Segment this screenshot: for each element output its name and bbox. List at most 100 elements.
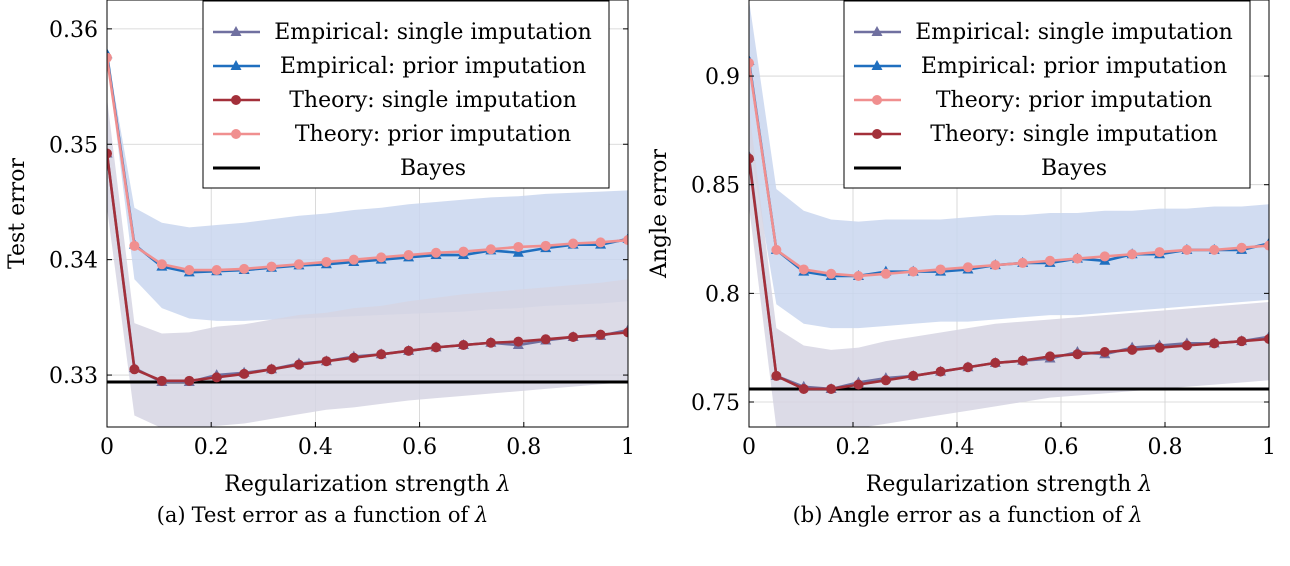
series-2-marker-18	[595, 329, 606, 340]
legend-item-3: Theory: single imputation	[854, 122, 1218, 147]
series-3-marker-18	[595, 237, 606, 248]
x-tick-label-4: 0.8	[1148, 435, 1183, 460]
legend-item-1: Empirical: prior imputation	[213, 54, 586, 79]
series-3-marker-13	[1099, 347, 1110, 358]
caption-a: (a) Test error as a function of λ	[0, 503, 645, 527]
series-2-marker-8	[321, 356, 332, 367]
y-tick-label-3: 0.36	[49, 18, 98, 43]
series-3-marker-7	[935, 366, 946, 377]
chart-panel-angle-error: 0 0.2 0.4 0.6 0.8 1 0.75 0.8 0.85 0.9 Regularizati…	[645, 0, 1290, 504]
series-2-marker-0	[107, 148, 112, 159]
series-2-marker-8	[962, 262, 973, 273]
series-2-marker-12	[431, 342, 442, 353]
series-3-marker-12	[431, 247, 442, 258]
x-axis-label: Regularization strength λ	[224, 472, 510, 497]
series-3-marker-5	[880, 375, 891, 386]
series-3-marker-11	[403, 250, 414, 261]
x-tick-label-5: 1	[1262, 435, 1276, 460]
series-3-marker-0	[749, 153, 754, 164]
series-2-marker-16	[1181, 244, 1192, 255]
series-2-marker-2	[156, 375, 167, 386]
angle-error-chart: 0 0.2 0.4 0.6 0.8 1 0.75 0.8 0.85 0.9 Regularizati…	[647, 0, 1276, 497]
legend-label-2: Theory: prior imputation	[936, 88, 1212, 113]
series-3-marker-2	[156, 259, 167, 270]
series-3-marker-7	[293, 259, 304, 270]
legend-label-1: Empirical: prior imputation	[921, 54, 1227, 79]
series-2-marker-16	[540, 334, 551, 345]
plot-frame	[748, 0, 1270, 428]
series-3-marker-4	[211, 265, 222, 276]
y-tick-label-2: 0.35	[49, 133, 98, 158]
series-2-marker-14	[1127, 249, 1138, 260]
series-3-marker-15	[513, 241, 524, 252]
series-3-marker-13	[458, 246, 469, 257]
series-3-marker-17	[568, 238, 579, 249]
series-2-marker-1	[129, 364, 140, 375]
legend-swatch-marker-1	[230, 60, 242, 70]
series-3-marker-1	[129, 240, 140, 251]
series-3-marker-19	[623, 235, 628, 246]
series-3-marker-6	[266, 261, 277, 272]
series-3-marker-14	[485, 244, 496, 255]
series-2-marker-13	[1099, 251, 1110, 262]
x-axis-label-symbol: λ	[496, 472, 511, 497]
legend-label-4: Bayes	[400, 156, 466, 181]
chart-panel-test-error: 0 0.2 0.4 0.6 0.8 1 0.33 0.34 0.35 0.36 Regulariza…	[0, 0, 645, 504]
series-3-marker-8	[962, 362, 973, 373]
series-2-marker-15	[1154, 247, 1165, 258]
legend-swatch-marker-3	[872, 129, 882, 139]
x-tick-label-0: 0	[100, 435, 114, 460]
series-2-marker-9	[990, 260, 1001, 271]
legend-box	[843, 0, 1251, 189]
series-2-marker-15	[513, 336, 524, 347]
x-tick-label-3: 0.6	[1044, 435, 1079, 460]
legend-swatch-marker-2	[231, 95, 241, 105]
test-error-chart: 0 0.2 0.4 0.6 0.8 1 0.33 0.34 0.35 0.36 Regulariza…	[5, 0, 635, 497]
legend-swatch-marker-0	[871, 26, 883, 36]
legend-item-2: Theory: prior imputation	[854, 88, 1212, 113]
series-2-marker-14	[485, 337, 496, 348]
series-2-marker-2	[798, 264, 809, 275]
y-tick-label-3: 0.9	[705, 65, 740, 90]
series-3-marker-4	[853, 379, 864, 390]
series-3-marker-9	[990, 357, 1001, 368]
legend-item-0: Empirical: single imputation	[854, 20, 1233, 45]
y-axis-label: Angle error	[647, 149, 672, 279]
y-tick-label-2: 0.85	[691, 174, 740, 199]
series-2-marker-11	[1045, 255, 1056, 266]
series-2-marker-5	[880, 268, 891, 279]
legend-item-0: Empirical: single imputation	[213, 20, 592, 45]
series-3-marker-19	[1264, 333, 1269, 344]
series-3-marker-11	[1045, 351, 1056, 362]
series-3-marker-17	[1209, 338, 1220, 349]
series-3-marker-3	[184, 265, 195, 276]
series-2-marker-0	[749, 58, 754, 69]
legend-swatch-marker-2	[872, 95, 882, 105]
legend-swatch-marker-1	[871, 60, 883, 70]
caption-b-tag: (b)	[792, 503, 823, 527]
series-2-marker-7	[293, 359, 304, 370]
series-3-marker-16	[1181, 340, 1192, 351]
series-2-marker-13	[458, 340, 469, 351]
series-3-marker-8	[321, 256, 332, 267]
series-2-marker-6	[908, 266, 919, 277]
legend-item-1: Empirical: prior imputation	[854, 54, 1227, 79]
legend-label-3: Theory: single imputation	[930, 122, 1217, 147]
legend-swatch-marker-0	[230, 26, 242, 36]
x-tick-label-2: 0.4	[298, 435, 333, 460]
plot-area	[107, 48, 628, 427]
legend-swatch-marker-3	[231, 129, 241, 139]
series-line-1	[107, 54, 628, 274]
x-tick-label-4: 0.8	[506, 435, 541, 460]
series-2-marker-17	[568, 331, 579, 342]
series-3-marker-10	[1017, 355, 1028, 366]
y-axis-label: Test error	[5, 158, 30, 269]
series-3-marker-15	[1154, 342, 1165, 353]
legend-box	[202, 0, 610, 189]
series-2-marker-3	[184, 375, 195, 386]
series-3-marker-16	[540, 240, 551, 251]
series-2-marker-11	[403, 345, 414, 356]
series-2-marker-3	[826, 268, 837, 279]
legend-label-1: Empirical: prior imputation	[280, 54, 586, 79]
x-axis-label-symbol: λ	[1137, 472, 1152, 497]
